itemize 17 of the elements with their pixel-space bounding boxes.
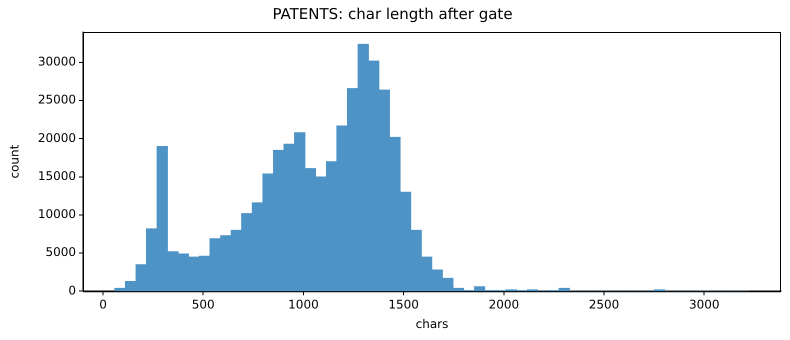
y-tick-label: 25000 xyxy=(38,92,76,107)
y-tick-label: 10000 xyxy=(38,207,76,222)
x-tick-label: 1500 xyxy=(388,298,419,312)
x-tick-label: 2000 xyxy=(488,298,520,312)
x-tick-label: 3000 xyxy=(688,298,720,312)
x-tick-label: 2500 xyxy=(588,298,620,312)
y-tick-label: 0 xyxy=(68,283,76,298)
x-tick-label: 500 xyxy=(192,298,215,312)
chart-title: PATENTS: char length after gate xyxy=(272,4,513,23)
y-tick-label: 5000 xyxy=(45,245,76,260)
y-tick-label: 30000 xyxy=(38,54,76,69)
x-tick-label: 1000 xyxy=(288,298,319,312)
x-axis-title: chars xyxy=(416,316,448,331)
y-axis-title: count xyxy=(7,144,22,179)
y-tick-label: 15000 xyxy=(38,168,76,183)
x-tick-label: 0 xyxy=(99,298,107,312)
y-tick-label: 20000 xyxy=(38,130,76,145)
